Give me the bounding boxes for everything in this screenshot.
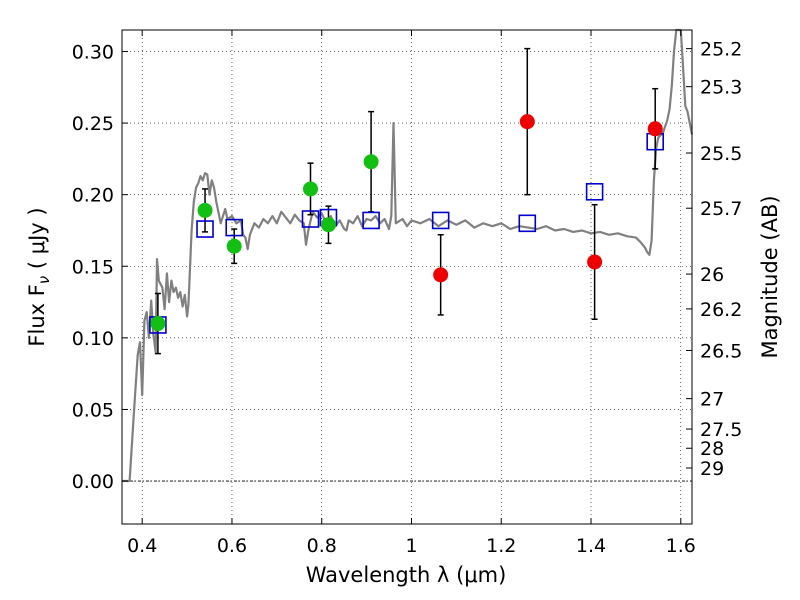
green-flux-point [303,181,319,197]
red-flux-point [587,254,603,270]
y-tick-label: 0.00 [72,471,114,493]
model-flux-square [225,218,244,237]
red-flux-point [647,121,663,137]
magnitude-tick-label: 28 [700,438,724,460]
x-axis-label: Wavelength λ (μm) [306,563,507,587]
magnitude-tick-label: 25.3 [700,77,742,99]
x-tick-label: 0.8 [307,535,337,557]
x-tick-labels: 0.4 0.6 0.8 1 1.2 1.4 1.6 [127,535,696,557]
magnitude-tick-label: 25.5 [700,143,742,165]
x-tick-label: 1.2 [486,535,516,557]
red-flux-point [519,114,535,130]
green-flux-point [226,238,242,254]
y-tick-label: 0.05 [72,399,114,421]
plot-frame [121,29,693,525]
y-axis-label: Flux Fν ( μJy ) [25,207,53,346]
model-flux-square [518,214,537,233]
x-tick-label: 0.4 [127,535,157,557]
y-tick-label: 0.20 [72,185,114,207]
x-tick-label: 1.6 [666,535,696,557]
y-tick-label: 0.30 [72,41,114,63]
magnitude-tick-label: 29 [700,458,724,480]
magnitude-tick-label: 26 [700,264,724,286]
model-flux-square [196,220,214,238]
magnitude-tick-label: 26.5 [700,340,742,362]
magnitude-tick-label: 26.2 [700,299,742,321]
right-axis-label: Magnitude (AB) [758,195,782,358]
magnitude-tick-label: 25.2 [700,39,742,61]
y-tick-label: 0.10 [72,328,114,350]
magnitude-tick-label: 27.5 [700,419,742,441]
x-tick-label: 1 [405,535,417,557]
y-tick-label: 0.15 [72,256,114,278]
model-flux-square [585,183,604,201]
axis-ticks [122,30,692,524]
green-flux-point [150,316,166,332]
error-bar-layer [154,47,659,355]
model-flux-layer [149,132,664,334]
model-flux-square [362,211,380,230]
sed-curve-layer [122,28,694,483]
model-flux-square [431,211,450,230]
green-flux-point [363,154,379,170]
green-flux-point [197,202,213,218]
model-flux-square [301,210,320,228]
y-tick-labels: 0.00 0.05 0.10 0.15 0.20 0.25 0.30 [72,41,114,493]
red-flux-point [433,267,449,283]
magnitude-tick-label: 25.7 [700,198,742,220]
grid-lines [122,30,692,524]
sed-model-curve [122,28,694,483]
green-flux-point [320,217,336,233]
y-axis-label-main: Flux F [25,284,49,346]
y-tick-label: 0.25 [72,113,114,135]
magnitude-tick-label: 27 [700,389,724,411]
x-tick-label: 1.4 [576,535,606,557]
y-axis-label-subscript: ν [35,276,53,284]
y-axis-label-unit: ( μJy ) [25,207,49,275]
x-tick-label: 0.6 [217,535,247,557]
observed-flux-layer [150,114,663,332]
